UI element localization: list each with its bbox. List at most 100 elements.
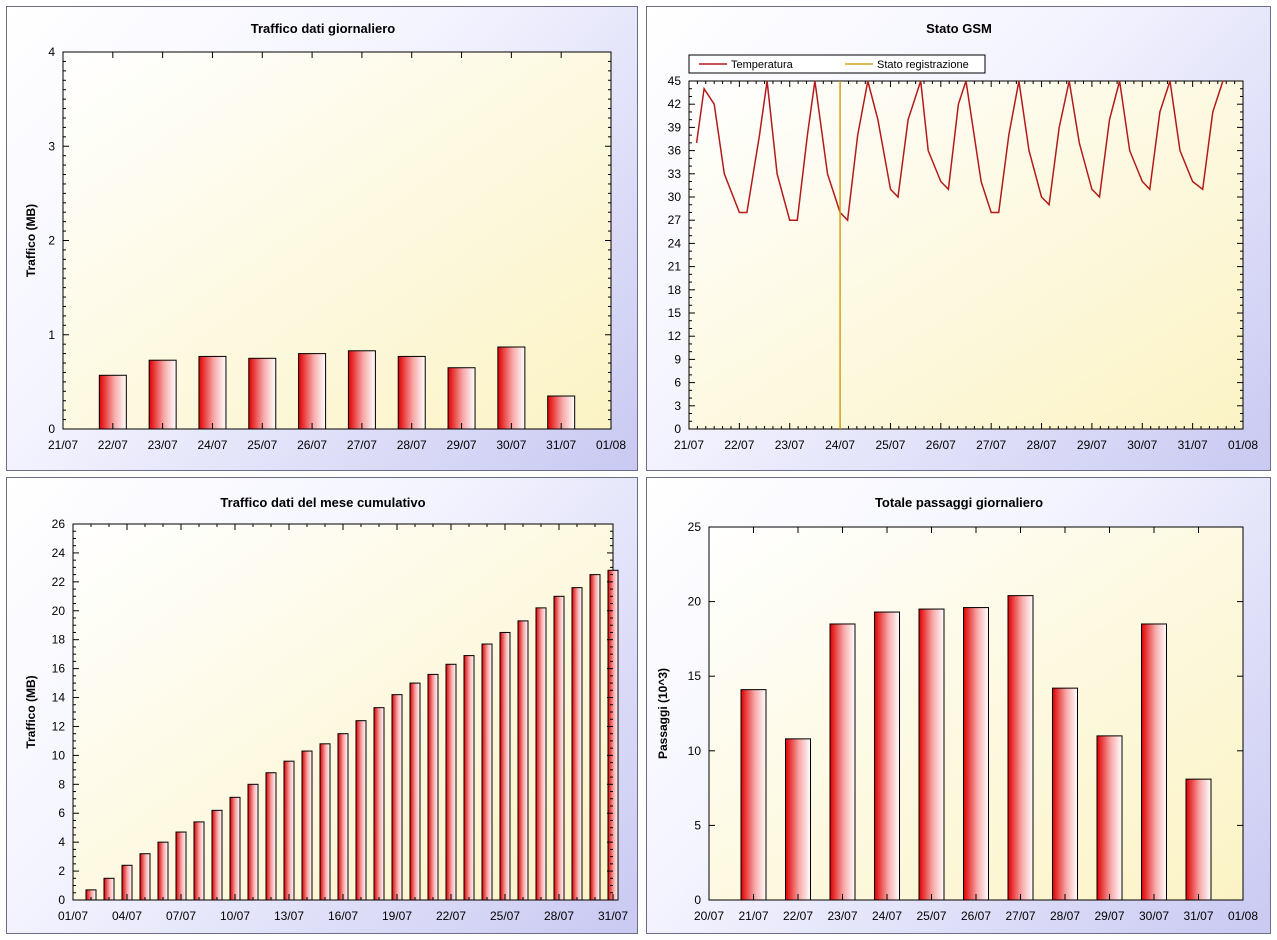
x-tick-label: 30/07: [1139, 909, 1169, 923]
x-tick-label: 29/07: [447, 438, 477, 452]
bar-25/07: [248, 357, 277, 430]
chart-traffico-cumulativo: Traffico dati del mese cumulativo Traffic…: [24, 495, 628, 923]
bar-31/07: [607, 569, 619, 901]
chart-stato-gsm: Stato GSM036912151821242730333639424521/…: [668, 21, 1259, 452]
bar-22/07: [785, 738, 811, 901]
x-tick-label: 26/07: [297, 438, 327, 452]
x-tick-label: 26/07: [926, 438, 956, 452]
bar-25/07: [499, 631, 511, 901]
bar-29/07: [1096, 735, 1123, 901]
y-tick-label: 25: [688, 520, 702, 534]
x-tick-label: 26/07: [961, 909, 991, 923]
bar-10/07: [229, 796, 241, 901]
legend-box: [688, 54, 986, 74]
bar-27/07: [1007, 595, 1034, 901]
x-tick-label: 30/07: [1127, 438, 1157, 452]
y-tick-label: 21: [668, 260, 682, 274]
x-tick-label: 24/07: [825, 438, 855, 452]
x-tick-label: 10/07: [220, 909, 250, 923]
y-tick-label: 8: [58, 777, 65, 791]
bar-24/07: [481, 643, 493, 901]
legend-label-stato-registrazione: Stato registrazione: [877, 59, 969, 71]
bar-26/07: [963, 607, 989, 901]
bar-19/07: [391, 694, 403, 901]
x-tick-label: 25/07: [875, 438, 905, 452]
bar-11/07: [247, 783, 259, 901]
x-tick-label: 01/07: [58, 909, 88, 923]
bar-23/07: [463, 655, 475, 901]
y-tick-label: 36: [668, 144, 682, 158]
x-tick-label: 01/08: [1228, 909, 1258, 923]
x-tick-label: 01/08: [1228, 438, 1258, 452]
bar-24/07: [198, 355, 227, 430]
y-tick-label: 27: [668, 213, 682, 227]
x-tick-label: 31/07: [1183, 909, 1213, 923]
bar-23/07: [829, 623, 856, 901]
bar-08/07: [193, 821, 205, 901]
x-tick-label: 31/07: [546, 438, 576, 452]
y-tick-label: 45: [668, 74, 682, 88]
x-tick-label: 31/07: [598, 909, 628, 923]
x-tick-label: 23/07: [827, 909, 857, 923]
x-tick-label: 29/07: [1077, 438, 1107, 452]
y-tick-label: 18: [52, 633, 66, 647]
x-tick-label: 28/07: [1027, 438, 1057, 452]
bar-05/07: [139, 853, 151, 901]
x-tick-label: 27/07: [976, 438, 1006, 452]
y-tick-label: 10: [52, 748, 66, 762]
bar-25/07: [918, 608, 945, 901]
y-tick-label: 16: [52, 662, 66, 676]
x-tick-label: 21/07: [48, 438, 78, 452]
bar-21/07: [740, 689, 767, 901]
y-tick-label: 1: [48, 328, 55, 342]
y-tick-label: 6: [674, 376, 681, 390]
x-tick-label: 28/07: [397, 438, 427, 452]
x-tick-label: 22/07: [783, 909, 813, 923]
bar-06/07: [157, 841, 169, 901]
bar-26/07: [517, 620, 529, 901]
x-tick-label: 28/07: [544, 909, 574, 923]
x-tick-label: 29/07: [1094, 909, 1124, 923]
y-tick-label: 24: [52, 546, 66, 560]
x-tick-label: 23/07: [775, 438, 805, 452]
legend-label-temperatura: Temperatura: [731, 59, 794, 71]
x-tick-label: 16/07: [328, 909, 358, 923]
x-tick-label: 25/07: [490, 909, 520, 923]
y-tick-label: 42: [668, 97, 682, 111]
y-tick-label: 2: [58, 864, 65, 878]
bar-22/07: [445, 663, 457, 901]
y-tick-label: 0: [674, 422, 681, 436]
x-tick-label: 31/07: [1178, 438, 1208, 452]
bar-28/07: [397, 355, 426, 430]
y-tick-label: 5: [694, 818, 701, 832]
y-tick-label: 3: [48, 139, 55, 153]
y-tick-label: 12: [668, 329, 682, 343]
bar-03/07: [103, 877, 115, 901]
y-tick-label: 15: [688, 669, 702, 683]
bar-14/07: [301, 750, 313, 901]
x-tick-label: 25/07: [247, 438, 277, 452]
y-tick-label: 18: [668, 283, 682, 297]
bar-26/07: [298, 353, 327, 430]
bar-15/07: [319, 743, 331, 901]
y-tick-label: 4: [48, 45, 55, 59]
y-tick-label: 4: [58, 835, 65, 849]
bar-24/07: [874, 611, 900, 901]
x-tick-label: 30/07: [496, 438, 526, 452]
chart-title: Stato GSM: [926, 21, 992, 36]
bar-31/07: [1185, 778, 1212, 901]
bar-30/07: [497, 346, 526, 430]
x-tick-label: 21/07: [674, 438, 704, 452]
y-tick-label: 33: [668, 167, 682, 181]
bar-13/07: [283, 760, 295, 901]
chart-panel-stato-gsm: Stato GSM 0 3 6 9 12 15 18 21 24 27 30 33 36 39 42 45 21/…: [646, 6, 1271, 471]
y-tick-label: 24: [668, 236, 682, 250]
y-tick-label: 0: [694, 893, 701, 907]
x-tick-label: 22/07: [436, 909, 466, 923]
x-tick-label: 22/07: [98, 438, 128, 452]
bar-30/07: [1141, 623, 1167, 901]
y-axis-label: Traffico (MB): [24, 675, 38, 748]
bar-16/07: [337, 733, 349, 901]
bar-17/07: [355, 720, 367, 901]
